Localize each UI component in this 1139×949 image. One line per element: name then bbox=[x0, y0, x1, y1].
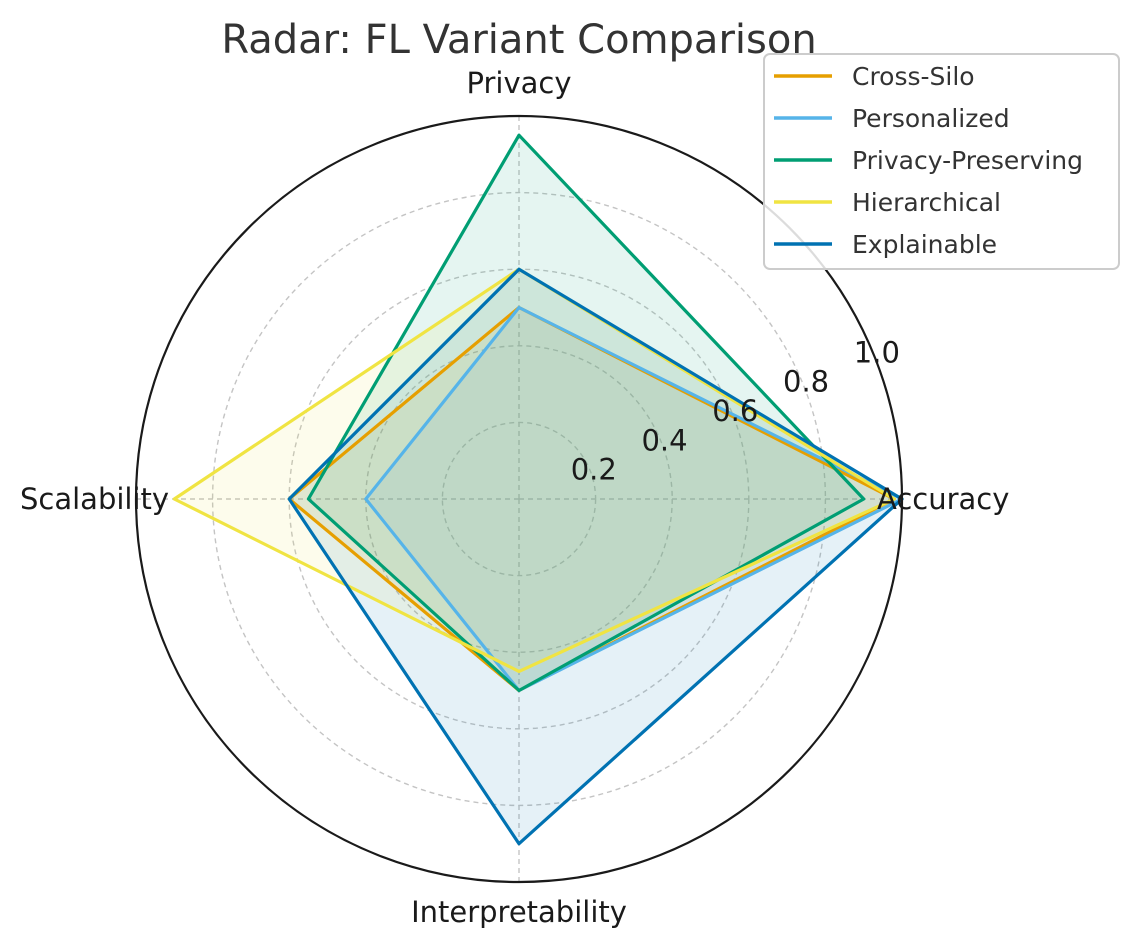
axis-labels: Accuracy Privacy Scalability Interpretabili… bbox=[20, 66, 1009, 929]
series-line-explainable bbox=[287, 267, 904, 846]
rtick-label: 0.8 bbox=[783, 365, 829, 399]
legend-frame bbox=[763, 53, 1120, 270]
outer-ring bbox=[134, 114, 904, 884]
series-fill-personalized bbox=[365, 307, 902, 691]
series-line-privacy-preserving bbox=[306, 133, 866, 693]
axis-label-interpretability: Interpretability bbox=[411, 895, 627, 929]
legend-label-cross-silo: Cross-Silo bbox=[852, 62, 975, 91]
series-fill-explainable bbox=[289, 269, 902, 844]
series-fills bbox=[174, 135, 902, 844]
series-fill-hierarchical bbox=[174, 269, 895, 672]
series-fill-privacy-preserving bbox=[308, 135, 864, 691]
legend-label-privacy-preserving: Privacy-Preserving bbox=[852, 146, 1083, 175]
rtick-label: 1.0 bbox=[854, 335, 900, 369]
axis-label-accuracy: Accuracy bbox=[877, 482, 1009, 516]
legend-label-hierarchical: Hierarchical bbox=[852, 188, 1001, 217]
radial-tick-labels: 0.2 0.4 0.6 0.8 1.0 bbox=[571, 335, 900, 486]
rtick-label: 0.2 bbox=[571, 453, 617, 487]
chart-title: Radar: FL Variant Comparison bbox=[221, 17, 816, 63]
legend: Cross-Silo Personalized Privacy-Preserving… bbox=[763, 53, 1120, 270]
rtick-label: 0.4 bbox=[641, 423, 687, 457]
rtick-label: 0.6 bbox=[712, 394, 758, 428]
axis-label-privacy: Privacy bbox=[467, 66, 572, 100]
series-line-personalized bbox=[364, 305, 904, 693]
legend-label-personalized: Personalized bbox=[852, 104, 1010, 133]
legend-label-explainable: Explainable bbox=[852, 230, 997, 259]
axis-label-scalability: Scalability bbox=[20, 482, 169, 516]
series-lines bbox=[172, 133, 904, 846]
